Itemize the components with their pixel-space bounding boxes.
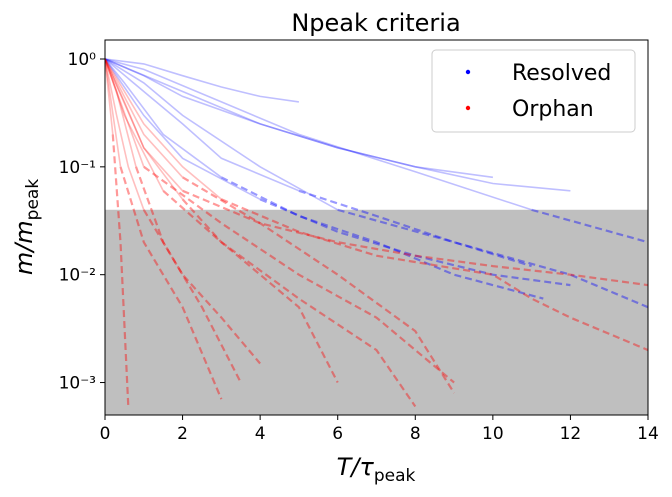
line [105, 58, 300, 103]
x-label-sub: peak [374, 466, 416, 486]
legend-label: Resolved [512, 61, 611, 86]
line [105, 58, 114, 135]
line [105, 58, 145, 168]
line-dashed [531, 208, 648, 244]
x-tick-label: 0 [100, 424, 111, 444]
legend-marker [465, 105, 471, 111]
line [105, 58, 571, 192]
line-dashed [134, 166, 242, 384]
x-tick-label: 8 [410, 424, 421, 444]
line [105, 58, 184, 178]
line [105, 58, 137, 167]
line [105, 58, 300, 192]
legend-box [431, 49, 636, 133]
legend-label: Orphan [512, 97, 594, 122]
line-dashed [182, 176, 456, 394]
x-tick-label: 10 [482, 424, 504, 444]
y-tick-label: 10⁻³ [59, 374, 96, 394]
line [105, 58, 145, 211]
line [105, 58, 494, 179]
line-dashed [259, 198, 571, 287]
y-tick-label: 10⁻² [59, 266, 96, 286]
line-dashed [111, 134, 130, 407]
y-label-sub: peak [23, 179, 43, 221]
x-tick-label: 14 [637, 424, 659, 444]
legend-marker [465, 69, 471, 75]
y-label-main: m/m [10, 220, 38, 275]
x-tick-label: 6 [332, 424, 343, 444]
line [105, 58, 222, 200]
y-axis-label: m/mpeak [10, 179, 43, 276]
line-dashed [298, 189, 532, 268]
line [105, 58, 184, 192]
line-dashed [162, 189, 417, 408]
plot-area [105, 58, 648, 415]
line [105, 58, 261, 201]
y-tick-label: 10⁻¹ [59, 158, 96, 178]
axes-frame [104, 39, 649, 416]
line-dashed [143, 165, 455, 384]
line-dashed [337, 208, 648, 309]
line-dashed [182, 189, 648, 287]
line-dashed [142, 209, 261, 365]
line [105, 58, 184, 200]
line-dashed [181, 198, 339, 384]
threshold-band [105, 209, 648, 415]
x-tick-label: 4 [255, 424, 266, 444]
x-label-main: T/τ [337, 453, 375, 481]
line-dashed [220, 176, 544, 300]
chart-title: Npeak criteria [291, 9, 460, 37]
line [105, 58, 339, 211]
line-dashed [119, 166, 223, 400]
x-tick-label: 12 [560, 424, 582, 444]
line [105, 58, 164, 192]
line [105, 58, 532, 211]
line [105, 58, 122, 167]
x-tick-label: 2 [177, 424, 188, 444]
x-axis-label: T/τpeak [337, 453, 416, 486]
line [105, 58, 222, 178]
y-tick-label: 10⁰ [68, 50, 97, 70]
